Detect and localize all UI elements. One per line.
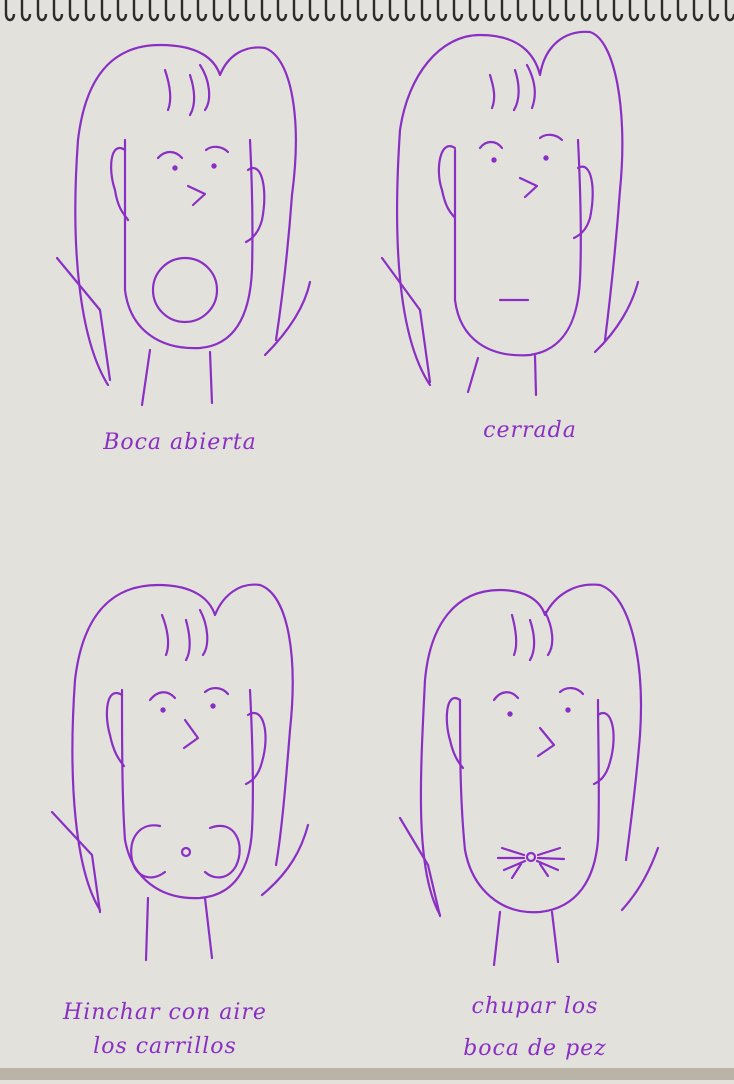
spiral-ring [612, 0, 624, 22]
spiral-ring [4, 0, 16, 22]
caption-line: los carrillos [93, 1034, 237, 1059]
caption-line: Boca abierta [103, 430, 257, 455]
spiral-ring [36, 0, 48, 22]
face-closed-mouth [380, 30, 640, 397]
spiral-ring [116, 0, 128, 22]
spiral-ring [20, 0, 32, 22]
spiral-ring [628, 0, 640, 22]
caption-line: chupar los [471, 994, 599, 1019]
face-open-mouth [55, 43, 312, 407]
spiral-ring [356, 0, 368, 22]
spiral-ring [660, 0, 672, 22]
page-bottom-edge [0, 1068, 734, 1080]
spiral-ring [276, 0, 288, 22]
spiral-ring [676, 0, 688, 22]
spiral-ring [580, 0, 592, 22]
spiral-ring [708, 0, 720, 22]
spiral-ring [100, 0, 112, 22]
spiral-ring [308, 0, 320, 22]
caption-fish-mouth: chupar los boca de pez [425, 986, 645, 1070]
spiral-ring [52, 0, 64, 22]
spiral-binding-icon [4, 0, 734, 22]
caption-closed-mouth: cerrada [445, 418, 615, 443]
spiral-ring [196, 0, 208, 22]
spiral-ring [484, 0, 496, 22]
spiral-ring [564, 0, 576, 22]
caption-line: boca de pez [463, 1036, 607, 1061]
caption-puffed-cheeks: Hinchar con aire los carrillos [45, 996, 285, 1064]
spiral-ring [404, 0, 416, 22]
spiral-ring [372, 0, 384, 22]
spiral-ring [84, 0, 96, 22]
spiral-ring [324, 0, 336, 22]
spiral-ring [212, 0, 224, 22]
face-puffed-cheeks [50, 583, 310, 962]
spiral-ring [644, 0, 656, 22]
spiral-ring [516, 0, 528, 22]
spiral-ring [532, 0, 544, 22]
caption-line: Hinchar con aire [63, 1000, 267, 1025]
spiral-ring [228, 0, 240, 22]
caption-line: cerrada [483, 418, 577, 443]
spiral-ring [452, 0, 464, 22]
spiral-ring [548, 0, 560, 22]
spiral-ring [260, 0, 272, 22]
caption-open-mouth: Boca abierta [80, 430, 280, 455]
spiral-ring [148, 0, 160, 22]
spiral-ring [468, 0, 480, 22]
spiral-ring [164, 0, 176, 22]
spiral-ring [420, 0, 432, 22]
spiral-ring [132, 0, 144, 22]
spiral-ring [692, 0, 704, 22]
spiral-ring [340, 0, 352, 22]
spiral-ring [388, 0, 400, 22]
spiral-ring [596, 0, 608, 22]
spiral-ring [500, 0, 512, 22]
face-fish-mouth [398, 583, 660, 967]
spiral-ring [436, 0, 448, 22]
spiral-ring [244, 0, 256, 22]
spiral-ring [68, 0, 80, 22]
spiral-ring [180, 0, 192, 22]
spiral-ring [292, 0, 304, 22]
